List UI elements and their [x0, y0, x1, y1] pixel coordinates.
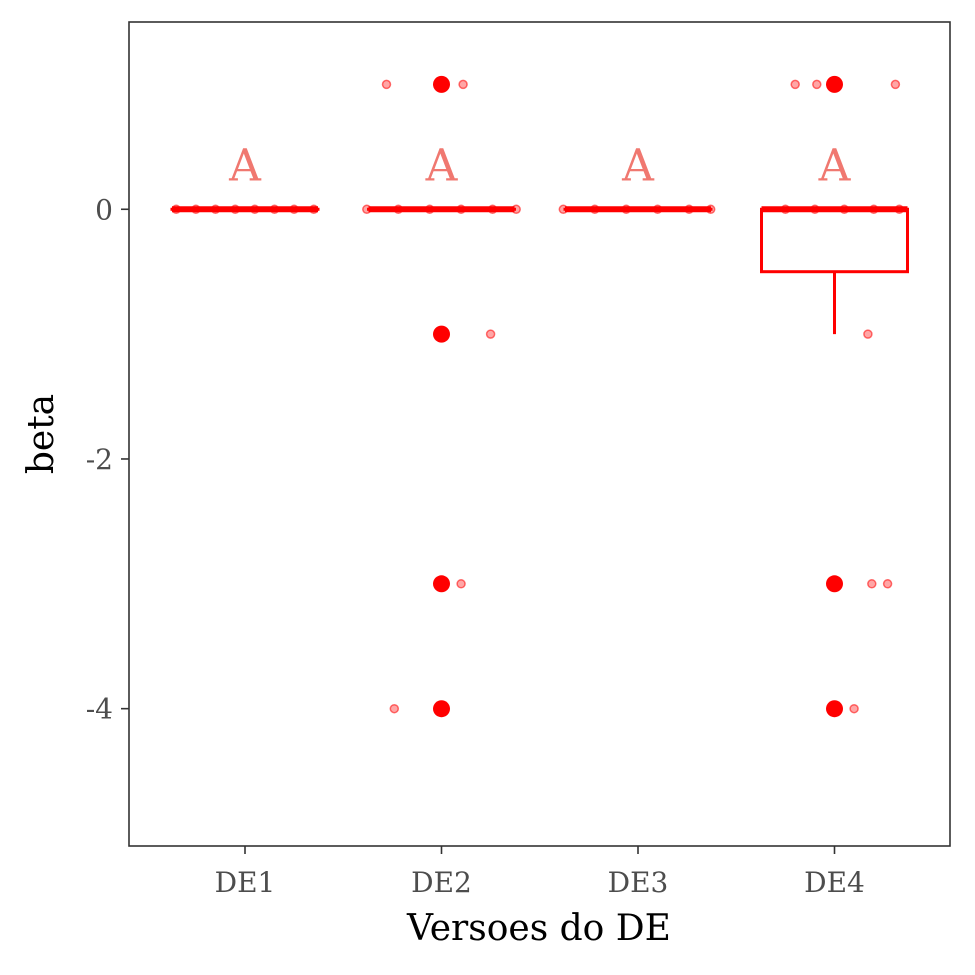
y-tick-label: 0 [95, 193, 113, 226]
outlier-points [433, 75, 843, 718]
jitter-point [812, 79, 822, 90]
y-axis: 0 -2 -4 [86, 193, 129, 726]
outlier-point [826, 75, 843, 93]
x-axis-title: Versoes do DE [406, 908, 671, 949]
x-tick-label: DE3 [608, 866, 669, 899]
outlier-point [433, 700, 450, 718]
y-axis-title: beta [21, 394, 62, 474]
jitter-point [458, 79, 468, 90]
jitter-point [863, 329, 873, 339]
outlier-point [433, 325, 450, 343]
y-tick-label: -4 [86, 693, 113, 726]
outlier-point [433, 575, 450, 593]
group-letter: A [621, 141, 655, 192]
group-letter: A [228, 141, 262, 192]
jitter-point [456, 579, 466, 589]
jitter-point [485, 329, 496, 339]
boxes [170, 206, 909, 335]
jitter-point [849, 703, 859, 714]
outlier-point [433, 75, 450, 93]
x-axis: DE1 DE2 DE3 DE4 [215, 846, 865, 899]
x-tick-label: DE2 [411, 866, 472, 899]
jitter-point [790, 79, 800, 90]
jitter-point [867, 579, 877, 589]
outlier-point [826, 700, 843, 718]
x-tick-label: DE1 [215, 866, 276, 899]
group-letter: A [425, 141, 459, 192]
group-letter: A [818, 141, 852, 192]
x-tick-label: DE4 [804, 866, 865, 899]
box-de4 [760, 206, 909, 335]
plot-panel-border [128, 21, 951, 847]
y-tick-label: -2 [86, 443, 113, 476]
jitter-point [890, 79, 901, 90]
jitter-point [882, 579, 893, 589]
outlier-point [826, 575, 843, 593]
jitter-point [389, 703, 400, 714]
plot-background [129, 22, 950, 846]
jitter-point [381, 79, 392, 90]
